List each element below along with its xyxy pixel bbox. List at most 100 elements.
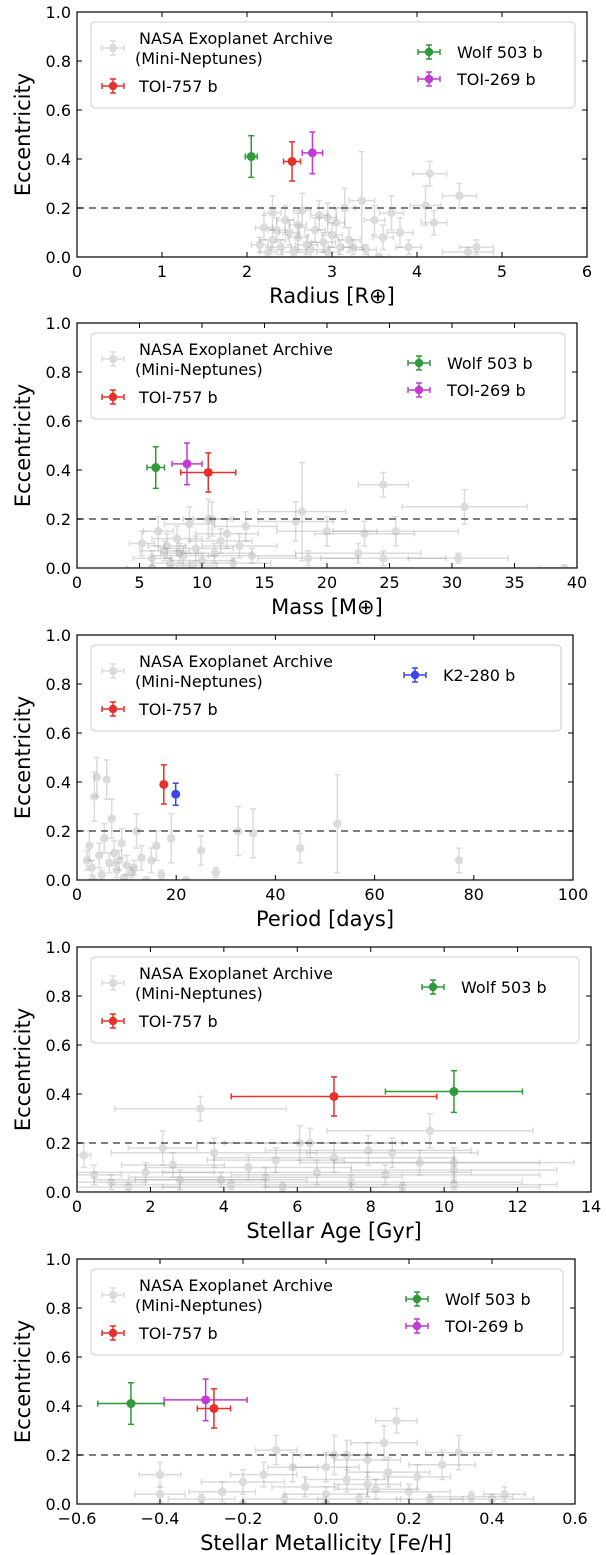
archive-point: [161, 1159, 472, 1186]
archive-point: [395, 1493, 464, 1504]
archive-point-marker: [102, 775, 111, 784]
x-tick-label: 4: [412, 262, 422, 281]
toi757-point-marker: [203, 467, 213, 477]
x-axis-label: Mass [M⊕]: [271, 595, 383, 619]
archive-point-marker: [87, 863, 97, 872]
archive-point-marker: [155, 1490, 165, 1499]
wolf503-point-marker: [151, 463, 161, 473]
archive-point: [342, 239, 365, 256]
k2280-point-marker: [171, 789, 181, 799]
archive-point: [366, 1483, 452, 1500]
x-tick-label: 0.4: [479, 1509, 504, 1528]
legend-label-archive: NASA Exoplanet Archive: [139, 1276, 333, 1295]
archive-point-marker: [259, 223, 269, 232]
wolf503-point-marker: [246, 152, 256, 162]
legend-label-toi757: TOI-757 b: [138, 700, 218, 719]
archive-point: [102, 759, 111, 800]
legend-marker-archive: [101, 975, 125, 991]
archive-point-marker: [152, 841, 161, 850]
archive-point-marker: [302, 240, 311, 249]
archive-point: [267, 1451, 319, 1483]
archive-point-marker: [272, 1445, 281, 1455]
archive-point: [294, 234, 319, 256]
legend-marker-archive: [101, 351, 125, 367]
archive-point: [176, 542, 253, 564]
archive-point: [157, 535, 234, 562]
x-tick-label: 0: [72, 1197, 82, 1216]
archive-point-marker: [175, 549, 184, 558]
archive-point-marker: [185, 519, 194, 529]
y-tick-label: 1.0: [46, 3, 71, 22]
archive-point-marker: [92, 772, 102, 782]
x-tick-label: 15: [254, 573, 274, 592]
archive-point: [107, 798, 116, 840]
archive-point-marker: [288, 1463, 297, 1472]
archive-point-marker: [90, 792, 99, 801]
archive-point: [254, 214, 274, 241]
archive-point: [271, 1476, 340, 1498]
x-tick-label: 6: [582, 262, 592, 281]
archive-point-marker: [449, 1165, 459, 1175]
y-tick-label: 0.8: [46, 675, 71, 694]
legend-marker-archive-marker: [108, 1290, 118, 1300]
legend-marker-toi757: [101, 1325, 125, 1341]
archive-point: [132, 813, 141, 849]
archive-point-marker: [404, 1487, 414, 1496]
legend-label-wolf503: Wolf 503 b: [461, 978, 547, 997]
archive-point: [170, 552, 234, 568]
archive-point: [333, 773, 342, 874]
toi269-point: [301, 131, 324, 175]
archive-point-marker: [467, 1492, 476, 1501]
archive-point: [287, 224, 309, 251]
toi757-point: [282, 141, 302, 182]
wolf503-point: [384, 1069, 524, 1114]
archive-point: [82, 849, 92, 871]
archive-point: [386, 217, 414, 248]
y-tick-label: 0.2: [46, 822, 71, 841]
legend-marker-wolf503: [407, 355, 431, 371]
archive-point: [147, 847, 156, 874]
archive-point-marker: [381, 1170, 390, 1180]
archive-point-marker: [272, 225, 281, 235]
x-tick-label: 100: [558, 885, 589, 904]
wolf503-point: [244, 134, 258, 179]
archive-point: [441, 182, 478, 209]
legend-box: [90, 1268, 564, 1356]
archive-point-marker: [107, 1178, 116, 1187]
x-axis-label: Period [days]: [256, 907, 394, 931]
legend-marker-wolf503: [417, 44, 441, 60]
legend-marker-archive: [101, 40, 125, 56]
archive-point: [326, 1112, 534, 1149]
legend-marker-toi269-marker: [412, 1321, 422, 1331]
archive-point-marker: [327, 230, 337, 240]
plot-area: [77, 1069, 591, 1192]
legend-box: [90, 644, 562, 732]
archive-point-marker: [319, 238, 328, 247]
x-axis-label: Stellar Age [Gyr]: [246, 1219, 421, 1243]
archive-point-marker: [95, 851, 104, 860]
legend-marker-k2280-marker: [410, 670, 420, 680]
archive-point-marker: [333, 819, 342, 828]
archive-point-marker: [438, 1460, 447, 1470]
archive-point: [134, 1171, 308, 1188]
archive-point: [259, 246, 278, 257]
x-tick-label: 6: [292, 1197, 302, 1216]
legend-marker-wolf503-marker: [412, 1294, 422, 1304]
archive-point-marker: [124, 1182, 133, 1192]
archive-point: [142, 515, 174, 547]
y-tick-label: 0.2: [46, 1446, 71, 1465]
archive-point: [188, 528, 253, 555]
archive-point-marker: [301, 1482, 310, 1492]
y-tick-label: 0.0: [46, 1183, 71, 1202]
archive-point: [188, 1481, 257, 1503]
archive-point-marker: [204, 514, 213, 524]
archive-point-marker: [379, 480, 388, 489]
archive-point: [122, 854, 131, 876]
y-tick-label: 0.4: [46, 461, 71, 480]
archive-point-marker: [132, 826, 141, 836]
toi757-point-marker: [209, 1403, 219, 1413]
archive-point-marker: [227, 1180, 236, 1189]
legend-box: [90, 332, 566, 420]
archive-point-marker: [216, 1175, 226, 1184]
y-tick-label: 0.8: [46, 52, 71, 71]
